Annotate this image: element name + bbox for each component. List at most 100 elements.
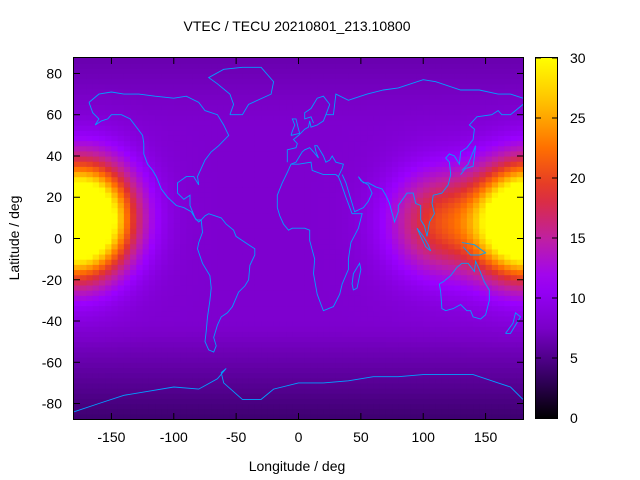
heatmap-cell bbox=[460, 310, 468, 317]
heatmap-cell bbox=[423, 253, 431, 260]
heatmap-cell bbox=[448, 274, 456, 281]
heatmap-cell bbox=[198, 181, 206, 188]
heatmap-cell bbox=[80, 83, 88, 90]
heatmap-cell bbox=[180, 176, 187, 183]
heatmap-cell bbox=[298, 341, 306, 348]
heatmap-cell bbox=[217, 341, 225, 348]
heatmap-cell bbox=[123, 68, 131, 75]
heatmap-cell bbox=[466, 109, 474, 116]
heatmap-cell bbox=[248, 382, 256, 389]
heatmap-cell bbox=[192, 357, 200, 363]
heatmap-cell bbox=[211, 279, 219, 286]
heatmap-cell bbox=[498, 408, 505, 415]
heatmap-cell bbox=[460, 253, 468, 260]
heatmap-cell bbox=[335, 269, 343, 276]
heatmap-cell bbox=[192, 310, 200, 317]
heatmap-cell bbox=[130, 388, 137, 394]
heatmap-cell bbox=[348, 145, 356, 152]
heatmap-cell bbox=[466, 238, 474, 245]
heatmap-cell bbox=[155, 228, 162, 234]
heatmap-cell bbox=[117, 403, 125, 410]
heatmap-cell bbox=[498, 155, 505, 162]
heatmap-cell bbox=[323, 315, 331, 322]
heatmap-cell bbox=[429, 83, 437, 90]
heatmap-cell bbox=[379, 377, 387, 384]
heatmap-cell bbox=[148, 104, 156, 111]
heatmap-cell bbox=[485, 58, 493, 64]
heatmap-cell bbox=[435, 331, 443, 338]
heatmap-cell bbox=[335, 125, 343, 131]
heatmap-cell bbox=[236, 99, 243, 106]
heatmap-cell bbox=[317, 377, 325, 384]
heatmap-cell bbox=[204, 362, 212, 369]
heatmap-cell bbox=[192, 290, 200, 296]
heatmap-cell bbox=[404, 295, 412, 301]
heatmap-cell bbox=[398, 104, 406, 111]
heatmap-cell bbox=[267, 243, 275, 250]
heatmap-cell bbox=[498, 212, 505, 219]
heatmap-cell bbox=[410, 253, 418, 260]
heatmap-cell bbox=[460, 68, 468, 75]
heatmap-cell bbox=[329, 197, 337, 203]
heatmap-cell bbox=[267, 202, 275, 209]
heatmap-cell bbox=[367, 248, 374, 255]
heatmap-cell bbox=[155, 109, 162, 116]
heatmap-cell bbox=[130, 305, 137, 312]
heatmap-cell bbox=[429, 315, 437, 322]
heatmap-cell bbox=[504, 253, 512, 260]
heatmap-cell bbox=[298, 125, 306, 131]
heatmap-cell bbox=[354, 166, 362, 173]
heatmap-cell bbox=[329, 135, 337, 142]
heatmap-cell bbox=[367, 300, 374, 307]
heatmap-cell bbox=[429, 398, 437, 405]
heatmap-cell bbox=[392, 393, 399, 399]
heatmap-cell bbox=[155, 99, 162, 106]
heatmap-cell bbox=[98, 104, 106, 111]
heatmap-cell bbox=[74, 114, 81, 121]
heatmap-cell bbox=[74, 181, 81, 188]
heatmap-cell bbox=[479, 357, 487, 363]
heatmap-cell bbox=[74, 346, 81, 353]
heatmap-cell bbox=[504, 362, 512, 369]
heatmap-cell bbox=[498, 279, 505, 286]
heatmap-cell bbox=[448, 295, 456, 301]
heatmap-cell bbox=[261, 88, 268, 95]
heatmap-cell bbox=[130, 130, 137, 136]
heatmap-cell bbox=[298, 197, 306, 203]
heatmap-cell bbox=[416, 321, 424, 327]
heatmap-cell bbox=[105, 58, 113, 64]
heatmap-cell bbox=[136, 197, 144, 203]
heatmap-cell bbox=[479, 125, 487, 131]
heatmap-cell bbox=[385, 73, 393, 80]
heatmap-cell bbox=[348, 161, 356, 167]
heatmap-cell bbox=[348, 300, 356, 307]
heatmap-cell bbox=[304, 119, 312, 126]
heatmap-cell bbox=[298, 176, 306, 183]
heatmap-cell bbox=[342, 94, 349, 100]
heatmap-cell bbox=[329, 377, 337, 384]
heatmap-cell bbox=[448, 223, 456, 229]
heatmap-cell bbox=[491, 192, 499, 198]
heatmap-cell bbox=[242, 290, 250, 296]
heatmap-cell bbox=[304, 130, 312, 136]
heatmap-cell bbox=[117, 331, 125, 338]
heatmap-cell bbox=[161, 202, 169, 209]
heatmap-cell bbox=[142, 207, 150, 214]
heatmap-cell bbox=[117, 63, 125, 69]
heatmap-cell bbox=[410, 341, 418, 348]
heatmap-cell bbox=[173, 135, 181, 142]
heatmap-cell bbox=[254, 238, 262, 245]
heatmap-cell bbox=[74, 63, 81, 69]
heatmap-cell bbox=[404, 109, 412, 116]
heatmap-cell bbox=[498, 94, 505, 100]
heatmap-cell bbox=[367, 398, 374, 405]
heatmap-cell bbox=[148, 140, 156, 147]
heatmap-cell bbox=[516, 362, 524, 369]
heatmap-cell bbox=[273, 284, 281, 291]
heatmap-cell bbox=[416, 135, 424, 142]
heatmap-cell bbox=[429, 94, 437, 100]
heatmap-cell bbox=[354, 413, 362, 420]
heatmap-cell bbox=[198, 274, 206, 281]
heatmap-cell bbox=[373, 388, 381, 394]
heatmap-cell bbox=[385, 253, 393, 260]
